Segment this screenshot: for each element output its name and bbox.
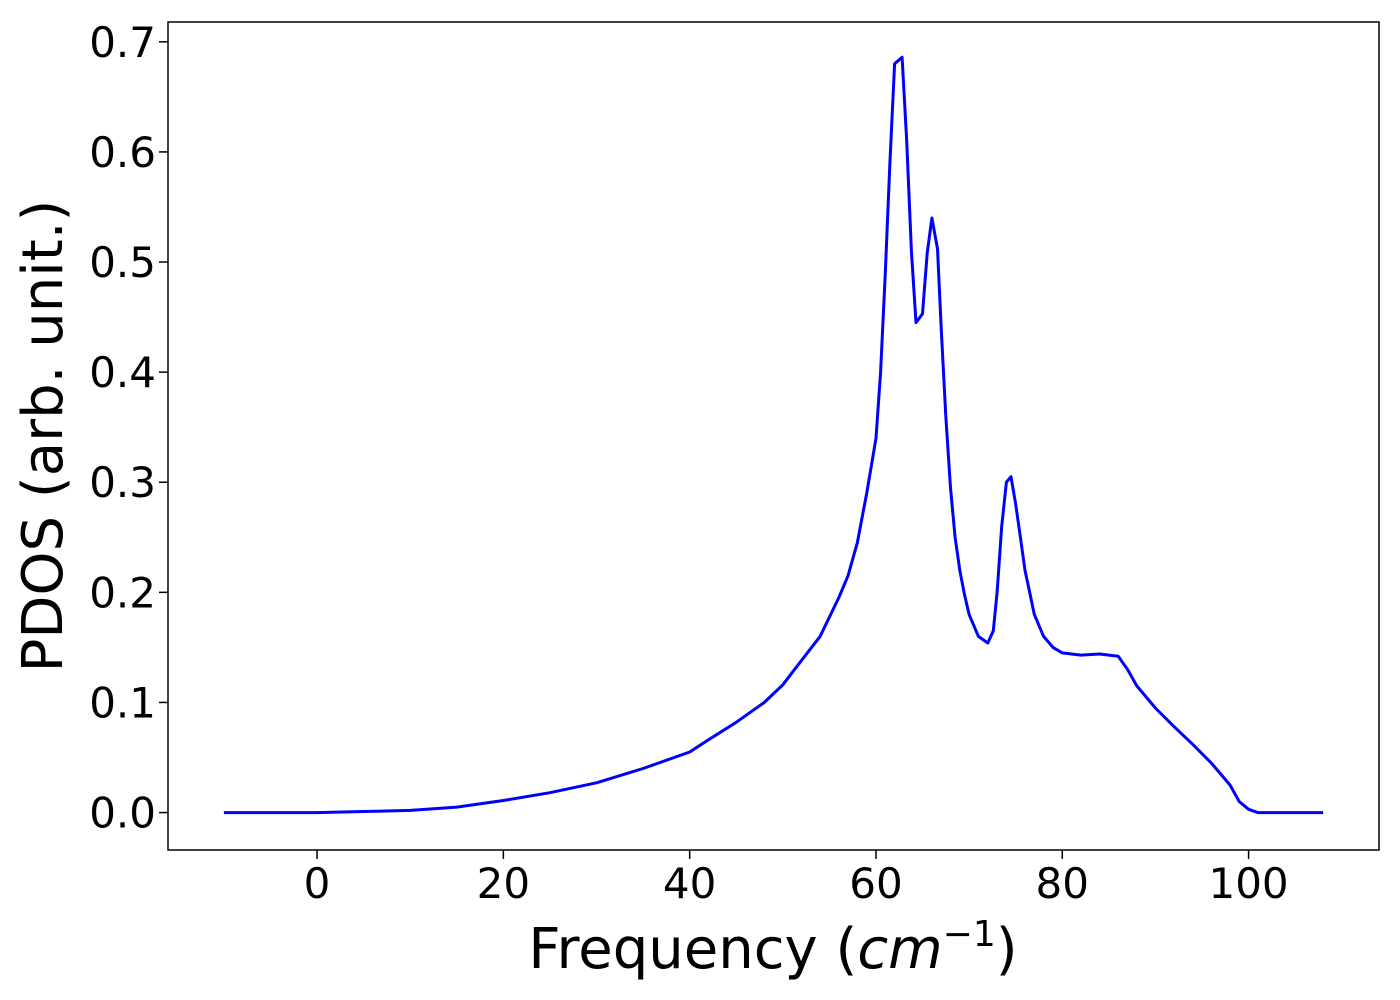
pdos-series-line [223,55,1324,815]
x-axis-label-exponent: −1 [943,914,996,955]
y-tick-label: 0.6 [89,128,156,177]
y-tick-label: 0.3 [89,458,156,507]
x-axis-label-suffix: ) [996,917,1018,982]
x-tick-label: 40 [663,859,716,908]
series-layer [223,55,1324,815]
y-tick-label: 0.2 [89,568,156,617]
x-axis-label: Frequency (cm−1) [528,914,1017,982]
y-axis-label: PDOS (arb. unit.) [11,200,76,673]
y-tick-label: 0.0 [89,789,156,838]
x-axis-ticks: 0 20 40 60 80 100 [304,850,1289,908]
y-tick-label: 0.7 [89,18,156,67]
x-tick-label: 60 [849,859,902,908]
y-tick-label: 0.5 [89,238,156,287]
x-tick-label: 80 [1036,859,1089,908]
x-axis-label-unit: cm [857,917,942,982]
x-tick-label: 20 [477,859,530,908]
y-axis-ticks: 0.0 0.1 0.2 0.3 0.4 0.5 0.6 0.7 [89,18,168,838]
y-tick-label: 0.1 [89,678,156,727]
y-tick-label: 0.4 [89,348,156,397]
x-tick-label: 0 [304,859,331,908]
x-tick-label: 100 [1208,859,1288,908]
x-axis-label-prefix: Frequency ( [528,917,857,982]
plot-area [167,21,1380,851]
